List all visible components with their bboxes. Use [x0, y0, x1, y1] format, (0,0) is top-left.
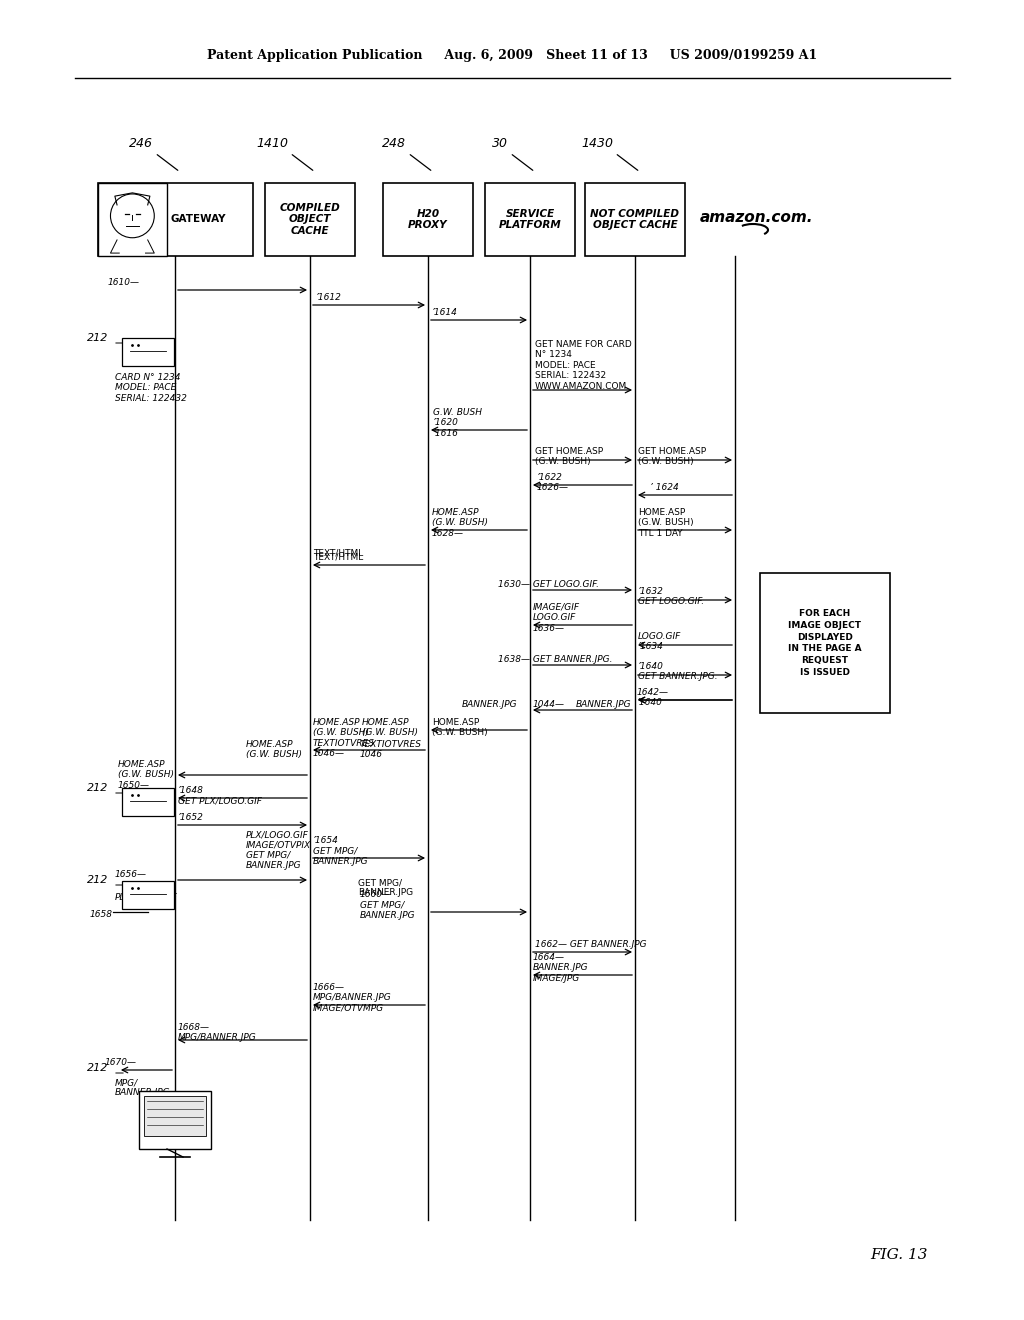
Text: PLX/LOGO.GIF
IMAGE/OTVPIX
GET MPG/
BANNER.JPG: PLX/LOGO.GIF IMAGE/OTVPIX GET MPG/ BANNE… — [246, 830, 311, 870]
Bar — [122, 788, 174, 816]
Text: 1610—: 1610— — [108, 279, 140, 286]
Text: 1410: 1410 — [256, 137, 288, 150]
Text: H20
PROXY: H20 PROXY — [409, 209, 447, 230]
Text: FIG. 13: FIG. 13 — [870, 1247, 928, 1262]
Text: ’1614: ’1614 — [432, 308, 458, 317]
Text: PLX/LOGO.GIF: PLX/LOGO.GIF — [115, 892, 178, 902]
Text: ’1612: ’1612 — [316, 293, 342, 302]
Text: 212: 212 — [87, 333, 108, 343]
Text: 1430: 1430 — [581, 137, 613, 150]
Text: 1666—
MPG/BANNER.JPG
IMAGE/OTVMPG: 1666— MPG/BANNER.JPG IMAGE/OTVMPG — [313, 983, 392, 1012]
Text: 212: 212 — [87, 783, 108, 793]
Text: BANNER.JPG: BANNER.JPG — [462, 700, 518, 709]
Bar — [383, 183, 473, 256]
Text: Patent Application Publication     Aug. 6, 2009   Sheet 11 of 13     US 2009/019: Patent Application Publication Aug. 6, 2… — [207, 49, 817, 62]
Text: ’1632
GET LOGO.GIF.: ’1632 GET LOGO.GIF. — [638, 587, 705, 606]
Text: FOR EACH
IMAGE OBJECT
DISPLAYED
IN THE PAGE A
REQUEST
IS ISSUED: FOR EACH IMAGE OBJECT DISPLAYED IN THE P… — [788, 609, 862, 677]
Text: LOGO.GIF
’1634: LOGO.GIF ’1634 — [638, 632, 681, 651]
Text: G.W. BUSH
’1620
’1616: G.W. BUSH ’1620 ’1616 — [433, 408, 482, 438]
Text: COMPILED
OBJECT
CACHE: COMPILED OBJECT CACHE — [280, 203, 340, 236]
Text: 1670—: 1670— — [105, 1059, 137, 1067]
Text: HOME.ASP
(G.W. BUSH)
1650—: HOME.ASP (G.W. BUSH) 1650— — [118, 760, 174, 789]
Text: ’1652: ’1652 — [178, 813, 204, 822]
Text: 1664—
BANNER.JPG
IMAGE/JPG: 1664— BANNER.JPG IMAGE/JPG — [534, 953, 589, 983]
Bar — [139, 1092, 211, 1148]
Text: 1044—: 1044— — [534, 700, 565, 709]
Text: 248: 248 — [382, 137, 406, 150]
Text: ’1648
GET PLX/LOGO.GIF: ’1648 GET PLX/LOGO.GIF — [178, 785, 262, 805]
Bar — [265, 183, 355, 256]
Text: ’1622
1626—: ’1622 1626— — [537, 473, 569, 492]
Text: SERVICE
PLATFORM: SERVICE PLATFORM — [499, 209, 561, 230]
Text: 1658: 1658 — [90, 909, 113, 919]
Circle shape — [111, 194, 155, 238]
Text: GET HOME.ASP
(G.W. BUSH): GET HOME.ASP (G.W. BUSH) — [535, 447, 603, 466]
Text: ’ 1624: ’ 1624 — [650, 483, 679, 492]
Text: GET HOME.ASP
(G.W. BUSH): GET HOME.ASP (G.W. BUSH) — [638, 447, 707, 466]
Text: HOME.ASP
(G.W. BUSH): HOME.ASP (G.W. BUSH) — [246, 741, 302, 759]
Text: CARD N° 1234
MODEL: PACE
SERIAL: 122432: CARD N° 1234 MODEL: PACE SERIAL: 122432 — [115, 374, 186, 403]
Text: IMAGE/GIF
LOGO.GIF
1636—: IMAGE/GIF LOGO.GIF 1636— — [534, 603, 580, 632]
Text: 212: 212 — [87, 875, 108, 884]
Text: HOME.ASP
(G.W. BUSH): HOME.ASP (G.W. BUSH) — [432, 718, 487, 738]
Text: NOT COMPILED
OBJECT CACHE: NOT COMPILED OBJECT CACHE — [591, 209, 680, 230]
Text: ’1654
GET MPG/
BANNER.JPG: ’1654 GET MPG/ BANNER.JPG — [313, 836, 369, 866]
Text: 1630— GET LOGO.GIF.: 1630— GET LOGO.GIF. — [498, 579, 599, 589]
Bar — [97, 183, 167, 256]
Text: 1660—
GET MPG/
BANNER.JPG: 1660— GET MPG/ BANNER.JPG — [360, 890, 416, 920]
Bar — [97, 183, 253, 256]
Text: TEXT/HTML: TEXT/HTML — [313, 553, 364, 562]
Text: HOME.ASP
(G.W. BUSH)
TEXTIOTVRES
1046—: HOME.ASP (G.W. BUSH) TEXTIOTVRES 1046— — [313, 718, 375, 758]
Text: 212: 212 — [87, 1063, 108, 1073]
Text: ’1640
GET BANNER.JPG.: ’1640 GET BANNER.JPG. — [638, 663, 718, 681]
Text: HOME.ASP
(G.W. BUSH)
TTL 1 DAY: HOME.ASP (G.W. BUSH) TTL 1 DAY — [638, 508, 693, 537]
Text: 246: 246 — [129, 137, 153, 150]
Text: GET MPG/
BANNER.JPG: GET MPG/ BANNER.JPG — [358, 878, 413, 898]
Bar — [122, 880, 174, 909]
Text: HOME.ASP
(G.W. BUSH): HOME.ASP (G.W. BUSH) — [362, 718, 418, 738]
Text: GATEWAY: GATEWAY — [171, 214, 226, 224]
Text: amazon.com.: amazon.com. — [700, 210, 813, 226]
Text: BANNER.JPG: BANNER.JPG — [577, 700, 632, 709]
Bar — [144, 1096, 206, 1137]
Text: GET NAME FOR CARD
N° 1234
MODEL: PACE
SERIAL: 122432
WWW.AMAZON.COM: GET NAME FOR CARD N° 1234 MODEL: PACE SE… — [535, 341, 632, 391]
Text: 1668—
MPG/BANNER.JPG: 1668— MPG/BANNER.JPG — [178, 1023, 257, 1043]
Text: TEXT/HTML: TEXT/HTML — [313, 548, 364, 557]
Text: MPG/
BANNER.JPG: MPG/ BANNER.JPG — [115, 1078, 171, 1097]
Text: 30: 30 — [492, 137, 508, 150]
Text: 1638— GET BANNER.JPG.: 1638— GET BANNER.JPG. — [498, 655, 612, 664]
Bar — [485, 183, 575, 256]
Text: TEXTIOTVRES
1046: TEXTIOTVRES 1046 — [360, 741, 422, 759]
Bar — [760, 573, 890, 713]
Text: 1642—
’1640: 1642— ’1640 — [637, 688, 669, 708]
Text: 1662— GET BANNER.JPG: 1662— GET BANNER.JPG — [535, 940, 646, 949]
Bar — [585, 183, 685, 256]
Text: 1656—: 1656— — [115, 870, 147, 879]
Bar — [122, 338, 174, 366]
Text: HOME.ASP
(G.W. BUSH)
1628—: HOME.ASP (G.W. BUSH) 1628— — [432, 508, 488, 537]
